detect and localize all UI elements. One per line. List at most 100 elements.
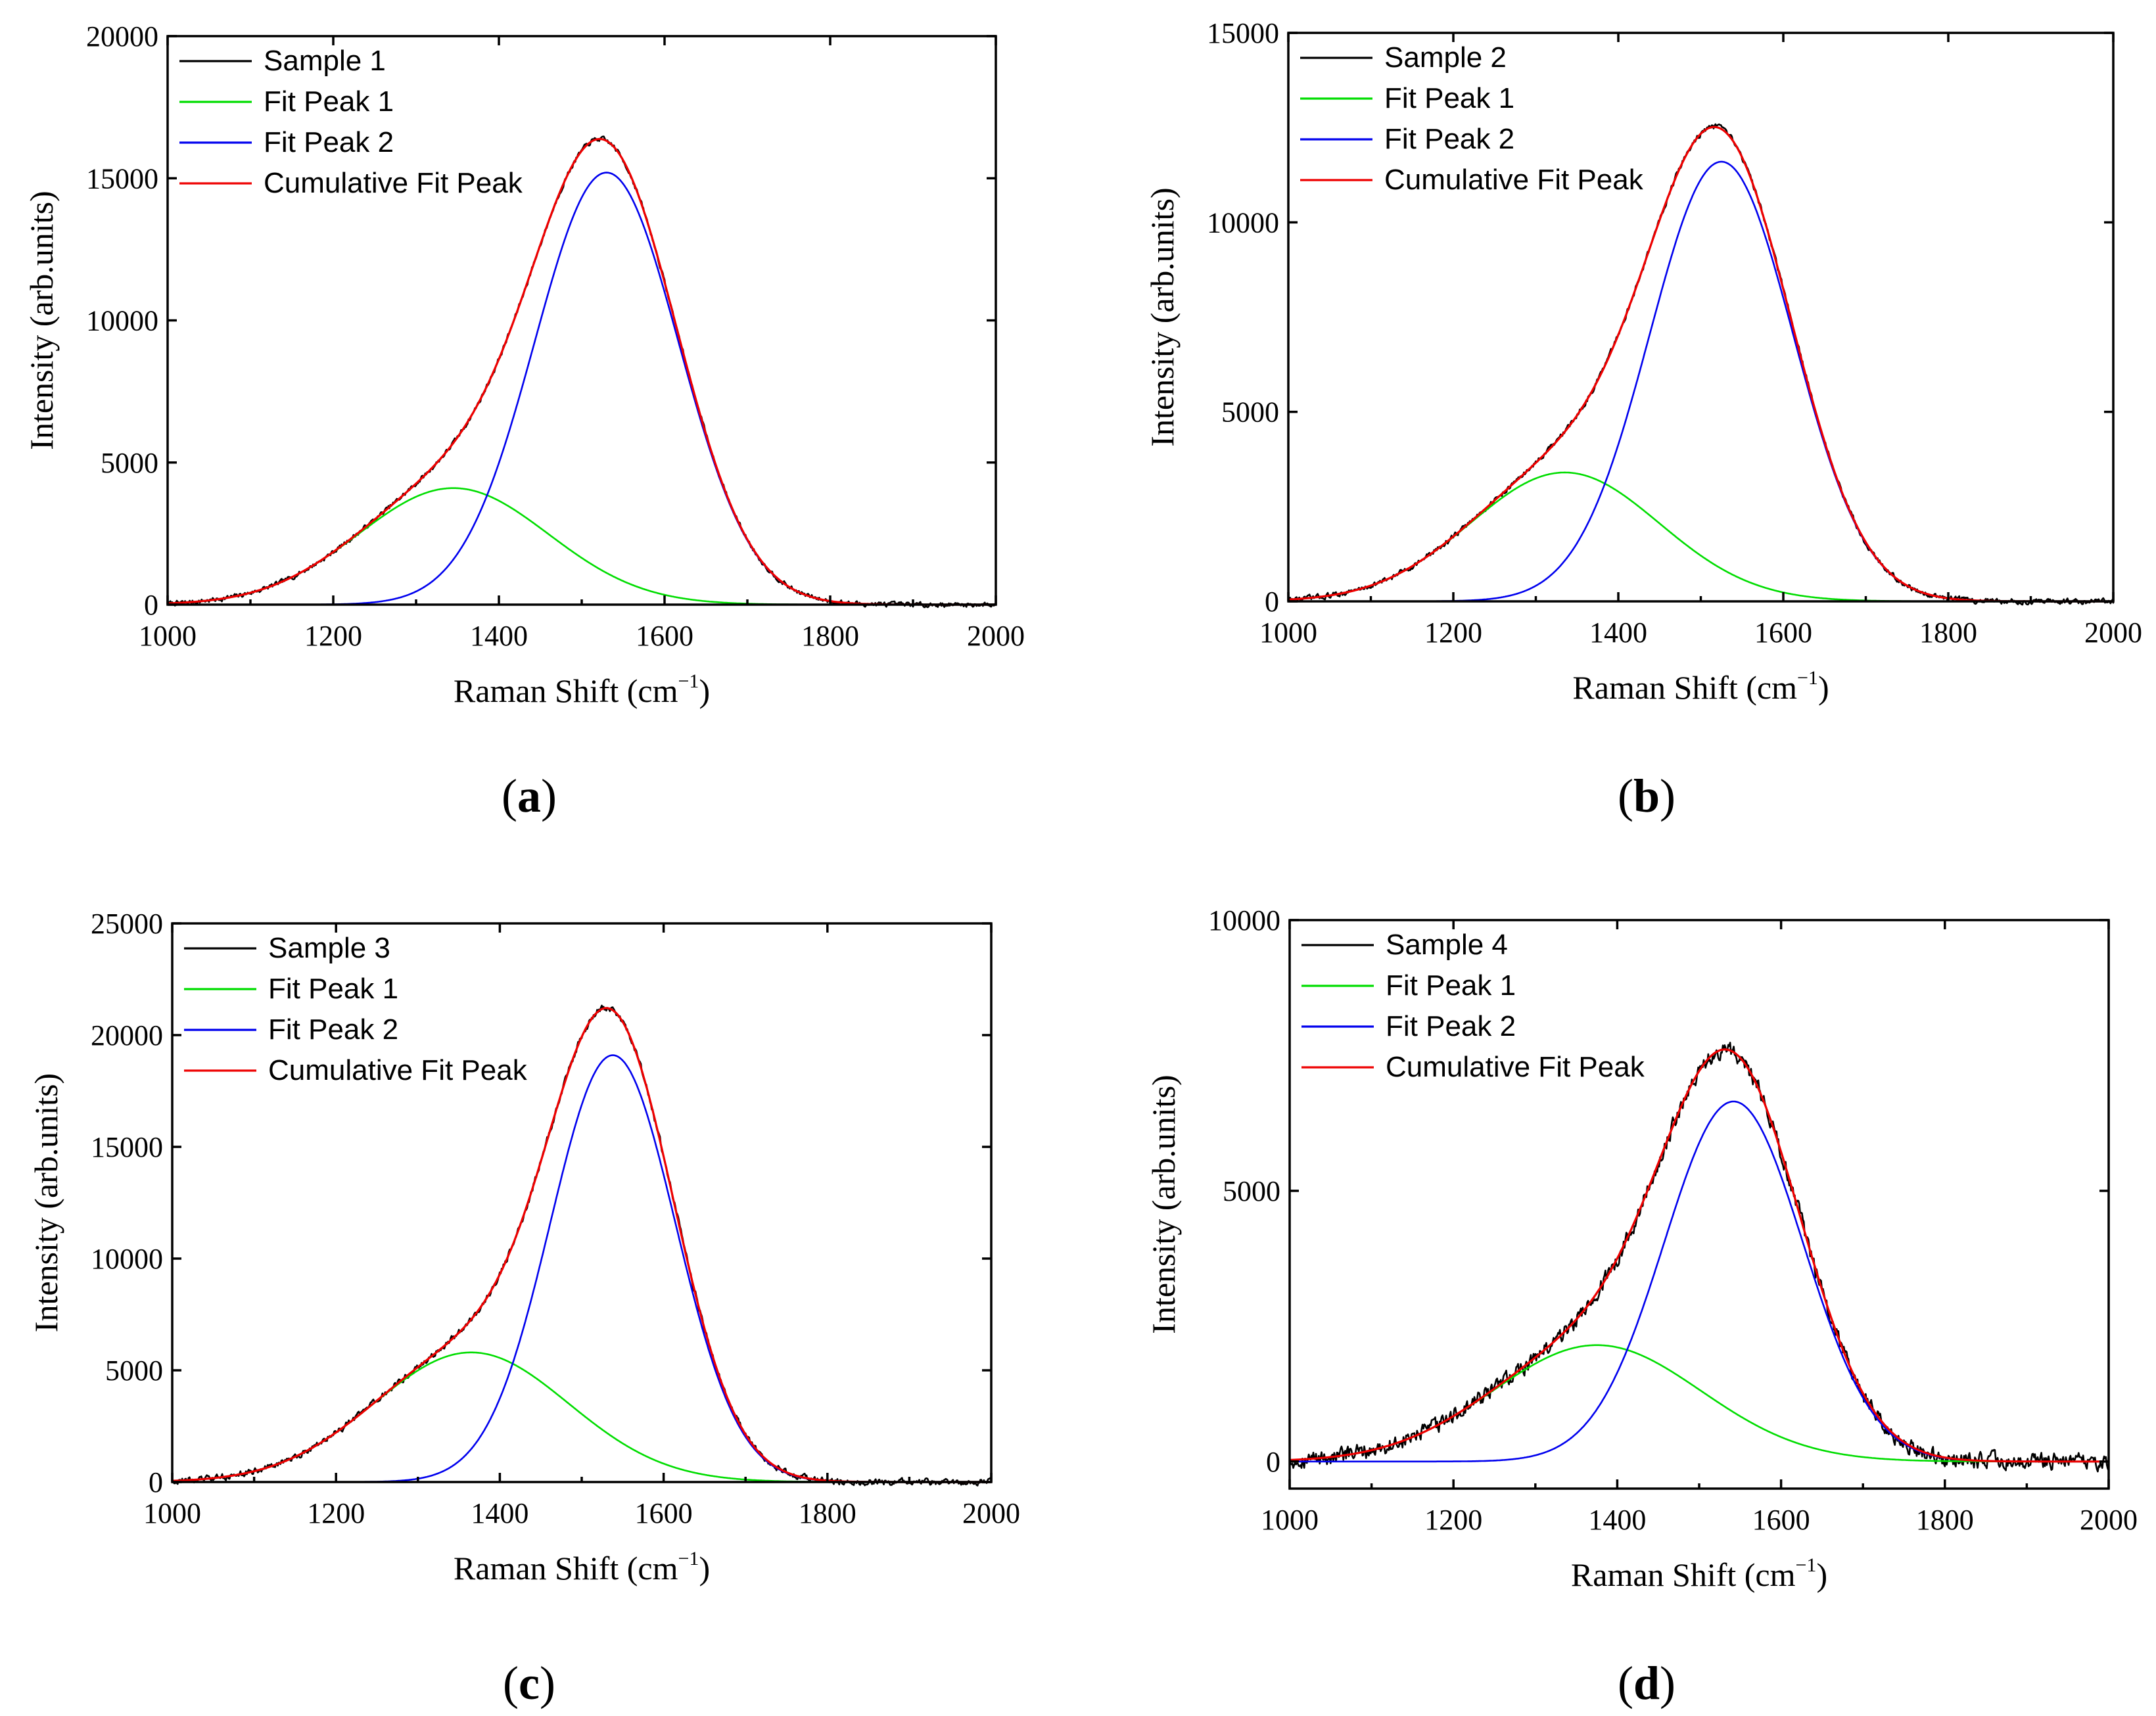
panel-label: (c) — [503, 1657, 555, 1709]
panel-label: (b) — [1618, 770, 1676, 822]
x-tick-label: 1400 — [470, 620, 528, 652]
series-fit-peak-2-line — [1288, 1100, 2110, 1463]
x-axis-label-main: Raman Shift (cm — [454, 672, 678, 709]
panel-label-letter: a — [517, 770, 541, 822]
series-fit-peak-1-line — [1287, 471, 2115, 603]
series-cumulative-fit-line — [1288, 1048, 2110, 1463]
x-axis-label: Raman Shift (cm−1) — [454, 670, 710, 709]
y-tick-label: 15000 — [1207, 17, 1279, 49]
legend-label-sample: Sample 2 — [1384, 41, 1507, 74]
x-axis-label-main: Raman Shift (cm — [454, 1550, 678, 1587]
x-axis-label-superscript: −1 — [1797, 667, 1818, 689]
y-tick-label: 25000 — [91, 908, 163, 940]
panel-label-close: ) — [541, 770, 557, 822]
x-tick-label: 1800 — [1919, 616, 1977, 649]
y-tick-label: 15000 — [91, 1131, 163, 1163]
panel-label-letter: c — [519, 1657, 540, 1709]
x-tick-label: 1000 — [1261, 1504, 1319, 1536]
y-tick-label: 0 — [1265, 586, 1279, 618]
series-sample-line — [1288, 1042, 2110, 1473]
legend-label-fit1: Fit Peak 1 — [268, 973, 398, 1005]
x-tick-label: 1200 — [304, 620, 362, 652]
x-tick-label: 1200 — [1424, 1504, 1482, 1536]
plot-frame — [1288, 919, 2110, 1490]
x-axis-label-superscript: −1 — [1796, 1554, 1817, 1576]
y-tick-label: 15000 — [86, 162, 158, 195]
x-tick-label: 2000 — [967, 620, 1025, 652]
y-tick-label: 5000 — [101, 447, 158, 479]
panel-label-letter: b — [1633, 770, 1660, 822]
panel-label-close: ) — [1660, 1657, 1676, 1709]
plot-frame — [166, 35, 997, 606]
panel-label-open: ( — [502, 770, 517, 822]
x-tick-label: 1400 — [1588, 1504, 1646, 1536]
legend-label-fit1: Fit Peak 1 — [1384, 82, 1514, 114]
legend-label-cumulative: Cumulative Fit Peak — [1384, 164, 1644, 196]
legend-label-sample: Sample 1 — [264, 45, 386, 77]
y-tick-label: 5000 — [1221, 396, 1279, 429]
panel-label-open: ( — [1618, 770, 1633, 822]
y-tick-label: 10000 — [1208, 904, 1280, 937]
x-axis-label: Raman Shift (cm−1) — [1572, 667, 1829, 706]
y-axis-label: Intensity (arb.units) — [28, 1073, 64, 1332]
x-tick-label: 1800 — [799, 1497, 856, 1529]
series-fit-peak-1-line — [171, 1351, 993, 1483]
panel-label: (a) — [502, 770, 557, 822]
series-cumulative-fit-line — [1287, 126, 2115, 603]
legend-label-fit2: Fit Peak 2 — [1386, 1010, 1516, 1042]
y-tick-label: 10000 — [86, 305, 158, 337]
x-tick-label: 1800 — [1916, 1504, 1974, 1536]
x-tick-label: 1200 — [307, 1497, 365, 1529]
panel-label-letter: d — [1633, 1657, 1660, 1709]
legend-label-cumulative: Cumulative Fit Peak — [264, 167, 523, 199]
x-tick-label: 1800 — [801, 620, 859, 652]
legend-label-cumulative: Cumulative Fit Peak — [1386, 1051, 1645, 1083]
x-axis-label-main: Raman Shift (cm — [1572, 669, 1797, 706]
y-axis-label: Intensity (arb.units) — [1144, 187, 1181, 446]
chart-panel-a: 1000 1200 1400 1600 1800 20000500010000150002… — [23, 20, 1025, 822]
x-tick-label: 1000 — [1259, 616, 1317, 649]
x-tick-label: 1600 — [1752, 1504, 1810, 1536]
y-tick-label: 5000 — [105, 1355, 163, 1387]
plot-frame — [171, 922, 993, 1483]
chart-panel-c: 1000 1200 1400 1600 1800 20000500010000150002… — [28, 908, 1020, 1709]
panel-label-close: ) — [540, 1657, 555, 1709]
series-fit-peak-2-line — [166, 172, 997, 606]
x-axis-label-superscript: −1 — [678, 670, 699, 692]
series-fit-peak-2-line — [1287, 160, 2115, 603]
y-tick-label: 0 — [149, 1466, 163, 1498]
series-fit-peak-2-line — [171, 1054, 993, 1483]
legend-label-fit1: Fit Peak 1 — [264, 85, 394, 118]
y-axis-label: Intensity (arb.units) — [1145, 1075, 1182, 1333]
legend-label-sample: Sample 3 — [268, 932, 390, 964]
x-axis-label-close: ) — [699, 1550, 710, 1587]
y-tick-label: 10000 — [91, 1243, 163, 1275]
y-tick-label: 5000 — [1223, 1175, 1280, 1207]
legend-label-cumulative: Cumulative Fit Peak — [268, 1054, 528, 1086]
panel-label-close: ) — [1660, 770, 1676, 822]
x-tick-label: 1600 — [636, 620, 693, 652]
y-tick-label: 20000 — [86, 20, 158, 53]
x-tick-label: 1000 — [143, 1497, 201, 1529]
x-axis-label-close: ) — [1816, 1556, 1827, 1593]
x-tick-label: 1600 — [635, 1497, 693, 1529]
x-tick-label: 1200 — [1424, 616, 1482, 649]
chart-panel-d: 1000 1200 1400 1600 1800 2000 0 5000 10000 Raman … — [1145, 904, 2138, 1709]
x-tick-label: 1400 — [1589, 616, 1647, 649]
x-tick-label: 1000 — [139, 620, 197, 652]
x-axis-label: Raman Shift (cm−1) — [1571, 1554, 1827, 1593]
legend-label-fit2: Fit Peak 2 — [264, 126, 394, 158]
series-cumulative-fit-line — [166, 137, 997, 606]
panel-label-open: ( — [1618, 1657, 1633, 1709]
x-axis-label-close: ) — [699, 672, 710, 709]
chart-panel-b: 1000 1200 1400 1600 1800 2000 0 5000 10000 15000 R… — [1144, 17, 2142, 822]
y-tick-label: 0 — [144, 589, 158, 621]
x-tick-label: 1400 — [471, 1497, 528, 1529]
legend-label-fit2: Fit Peak 2 — [268, 1013, 398, 1046]
x-tick-label: 1600 — [1754, 616, 1812, 649]
legend-label-sample: Sample 4 — [1386, 929, 1508, 961]
plot-frame — [1287, 32, 2115, 603]
y-tick-label: 0 — [1266, 1446, 1280, 1478]
legend-label-fit1: Fit Peak 1 — [1386, 969, 1516, 1002]
